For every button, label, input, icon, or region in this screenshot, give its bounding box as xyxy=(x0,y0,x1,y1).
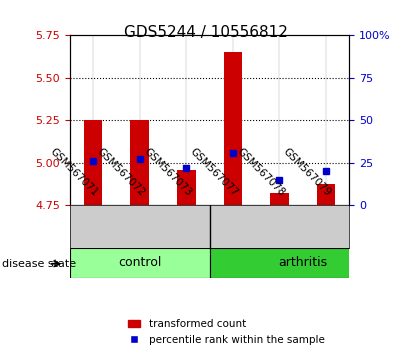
Bar xyxy=(317,184,335,205)
Bar xyxy=(130,120,149,205)
Bar xyxy=(210,248,373,278)
Bar xyxy=(270,193,289,205)
Bar xyxy=(84,120,102,205)
Text: GDS5244 / 10556812: GDS5244 / 10556812 xyxy=(124,25,287,40)
Text: arthritis: arthritis xyxy=(278,256,327,269)
Bar xyxy=(224,52,242,205)
Legend: transformed count, percentile rank within the sample: transformed count, percentile rank withi… xyxy=(124,315,328,349)
Bar xyxy=(177,171,196,205)
Text: control: control xyxy=(118,256,162,269)
Text: disease state: disease state xyxy=(2,259,76,269)
Bar xyxy=(70,248,210,278)
